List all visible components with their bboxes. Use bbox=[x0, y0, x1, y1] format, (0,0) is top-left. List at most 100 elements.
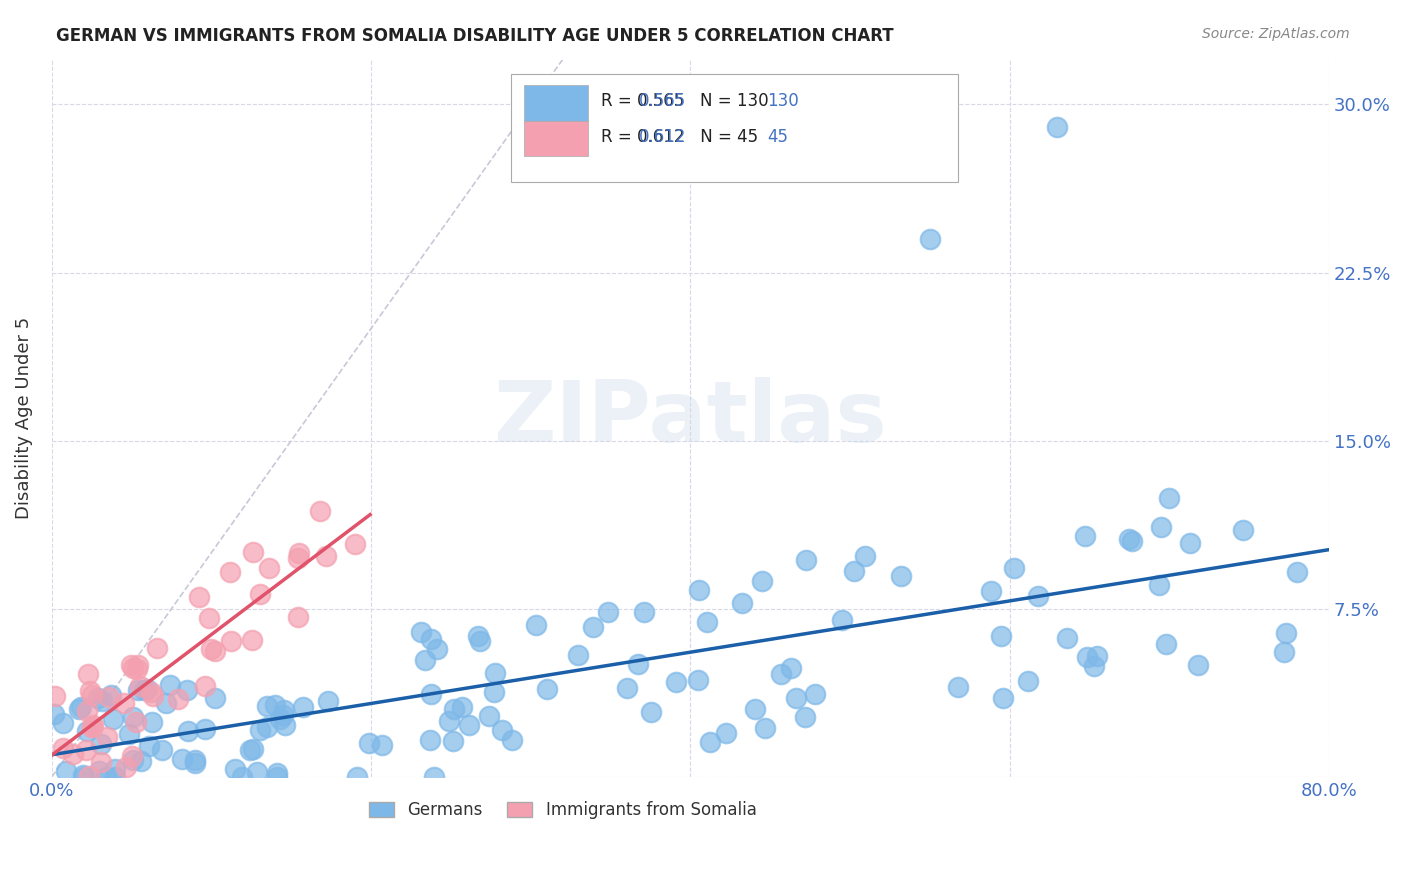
Y-axis label: Disability Age Under 5: Disability Age Under 5 bbox=[15, 318, 32, 519]
Point bbox=[785, 691, 807, 706]
Point bbox=[990, 629, 1012, 643]
Point bbox=[269, 712, 291, 726]
Point bbox=[117, 726, 139, 740]
Point bbox=[409, 624, 432, 639]
Point bbox=[502, 732, 524, 747]
Point bbox=[218, 565, 240, 579]
Point bbox=[665, 675, 688, 690]
Point bbox=[127, 683, 149, 698]
Point bbox=[271, 707, 294, 722]
Point bbox=[288, 546, 311, 560]
Point bbox=[468, 634, 491, 648]
Point bbox=[536, 681, 558, 696]
Point bbox=[467, 629, 489, 643]
Point bbox=[853, 549, 876, 563]
Point bbox=[426, 642, 449, 657]
Point bbox=[1118, 532, 1140, 546]
Point bbox=[751, 574, 773, 588]
Point bbox=[274, 717, 297, 731]
Point bbox=[257, 561, 280, 575]
Point bbox=[1056, 632, 1078, 646]
Point bbox=[567, 648, 589, 662]
Point bbox=[616, 681, 638, 695]
Point bbox=[87, 764, 110, 778]
Text: 130: 130 bbox=[766, 92, 799, 111]
Point bbox=[1121, 533, 1143, 548]
Point bbox=[129, 680, 152, 694]
Point bbox=[121, 748, 143, 763]
Point bbox=[1187, 657, 1209, 672]
Point bbox=[240, 633, 263, 648]
Point bbox=[101, 712, 124, 726]
FancyBboxPatch shape bbox=[524, 85, 588, 120]
Point bbox=[357, 736, 380, 750]
Point bbox=[980, 584, 1002, 599]
Point bbox=[754, 721, 776, 735]
Point bbox=[437, 714, 460, 728]
Point bbox=[343, 537, 366, 551]
Point bbox=[242, 742, 264, 756]
Point bbox=[132, 683, 155, 698]
Point bbox=[249, 587, 271, 601]
Point bbox=[159, 678, 181, 692]
Point bbox=[70, 699, 93, 714]
Point bbox=[82, 721, 104, 735]
Point bbox=[52, 716, 75, 731]
Point bbox=[484, 666, 506, 681]
Point bbox=[193, 723, 215, 737]
Point bbox=[779, 661, 801, 675]
Point bbox=[1286, 566, 1309, 580]
Point bbox=[1017, 673, 1039, 688]
Point bbox=[138, 739, 160, 753]
Point bbox=[79, 684, 101, 698]
Point bbox=[52, 741, 75, 756]
Point bbox=[477, 709, 499, 723]
Point bbox=[155, 696, 177, 710]
Point bbox=[204, 644, 226, 658]
Point bbox=[120, 658, 142, 673]
Point bbox=[1232, 523, 1254, 537]
Text: Source: ZipAtlas.com: Source: ZipAtlas.com bbox=[1202, 27, 1350, 41]
Point bbox=[127, 658, 149, 673]
Point bbox=[125, 714, 148, 729]
Point bbox=[1046, 120, 1069, 134]
Point bbox=[82, 688, 104, 702]
Point bbox=[419, 733, 441, 747]
Point bbox=[87, 690, 110, 705]
Point bbox=[55, 764, 77, 778]
Point bbox=[524, 618, 547, 632]
Point bbox=[80, 720, 103, 734]
Point bbox=[273, 703, 295, 717]
Point bbox=[90, 755, 112, 769]
Point bbox=[993, 690, 1015, 705]
Text: R = 0.612   N = 45: R = 0.612 N = 45 bbox=[600, 128, 758, 146]
Point bbox=[308, 504, 330, 518]
Point bbox=[76, 704, 98, 718]
Point bbox=[1002, 561, 1025, 575]
Point bbox=[266, 766, 288, 780]
Text: 0.612: 0.612 bbox=[640, 128, 686, 146]
Point bbox=[1026, 589, 1049, 603]
Point bbox=[420, 632, 443, 646]
Point bbox=[239, 743, 262, 757]
Point bbox=[844, 564, 866, 578]
Point bbox=[97, 690, 120, 704]
Legend: Germans, Immigrants from Somalia: Germans, Immigrants from Somalia bbox=[361, 795, 763, 826]
Point bbox=[96, 730, 118, 744]
Point bbox=[82, 718, 104, 732]
Point bbox=[72, 768, 94, 782]
Point bbox=[77, 769, 100, 783]
Point bbox=[219, 633, 242, 648]
Point bbox=[457, 718, 479, 732]
Point bbox=[423, 770, 446, 784]
Point bbox=[316, 693, 339, 707]
Point bbox=[1180, 536, 1202, 550]
Point bbox=[121, 661, 143, 675]
Point bbox=[831, 613, 853, 627]
Text: 45: 45 bbox=[766, 128, 787, 146]
Point bbox=[76, 723, 98, 738]
Point bbox=[794, 709, 817, 723]
Point bbox=[184, 753, 207, 767]
Point bbox=[804, 687, 827, 701]
Point bbox=[1076, 649, 1098, 664]
